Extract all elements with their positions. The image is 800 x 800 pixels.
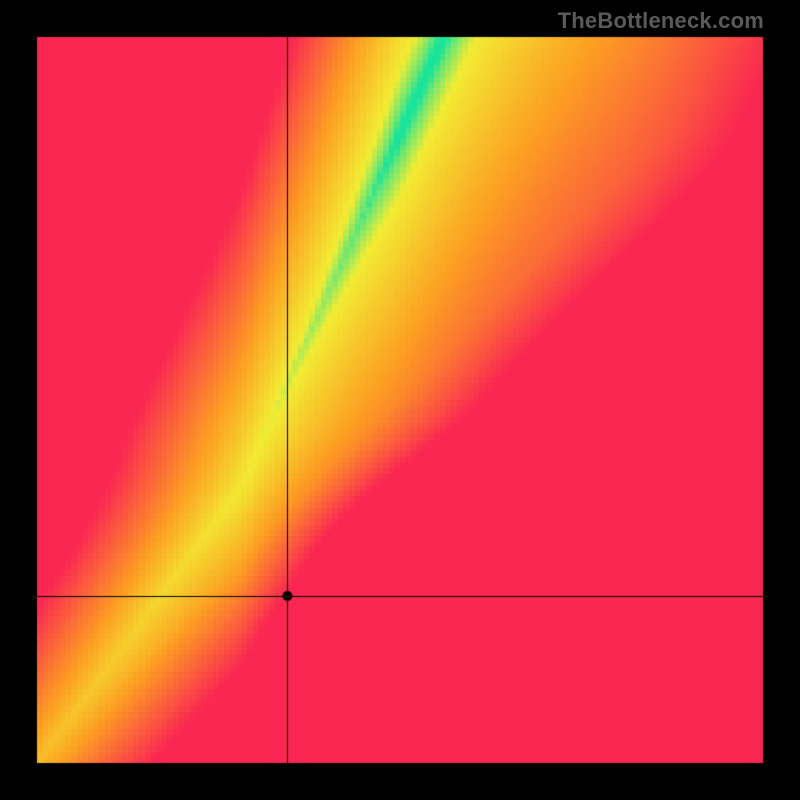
crosshair-overlay	[0, 0, 800, 800]
watermark: TheBottleneck.com	[558, 8, 764, 34]
